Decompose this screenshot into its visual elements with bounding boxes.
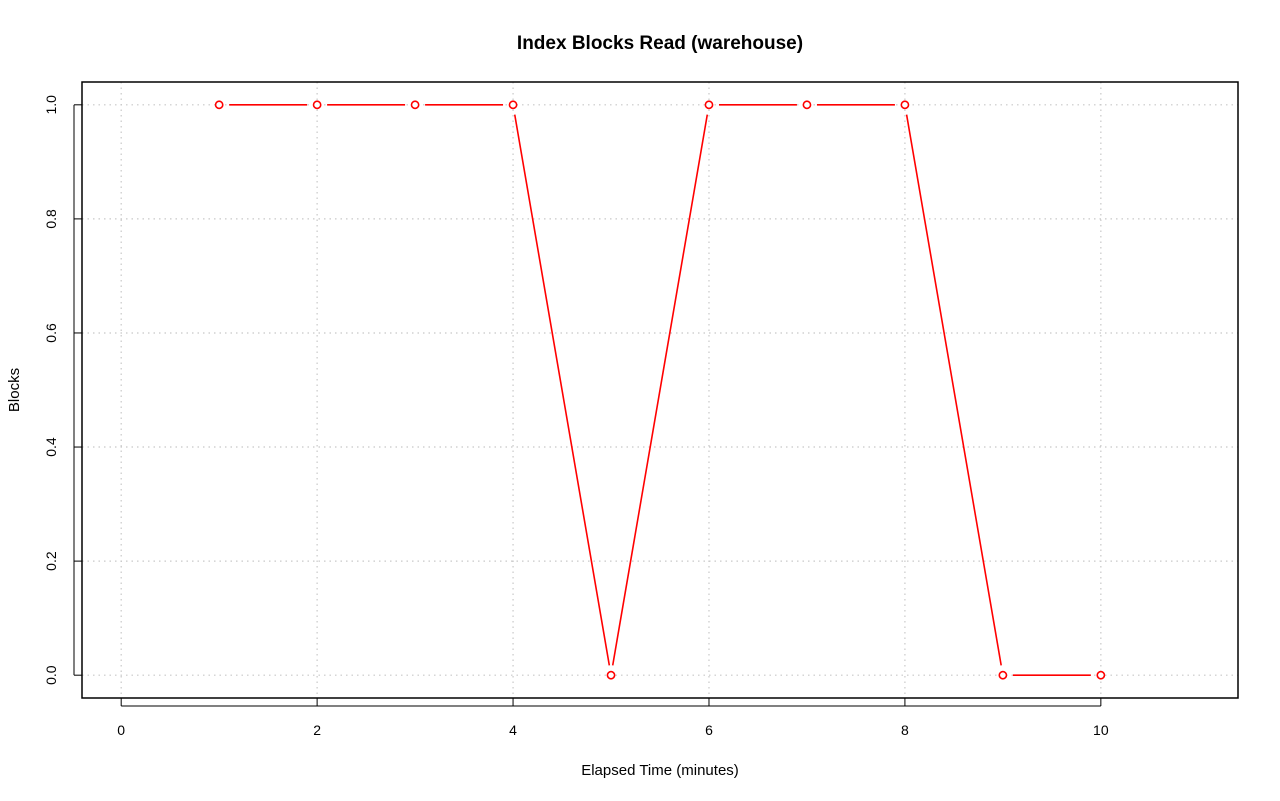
data-point: [410, 100, 420, 110]
series-line-segment: [513, 114, 611, 666]
data-point: [312, 100, 322, 110]
data-point: [900, 100, 910, 110]
y-tick-label: 0.2: [43, 551, 59, 571]
y-tick-label: 0.6: [43, 323, 59, 343]
chart-title: Index Blocks Read (warehouse): [517, 33, 803, 54]
grid: [82, 82, 1238, 698]
x-tick-label: 6: [705, 722, 713, 738]
series-line-segment: [905, 114, 1002, 666]
y-tick-label: 0.0: [43, 665, 59, 685]
y-tick-label: 0.4: [43, 437, 59, 457]
data-point: [704, 100, 714, 110]
series-layer: [214, 100, 1106, 680]
plot-frame: [81, 81, 1239, 699]
x-tick-label: 10: [1093, 722, 1109, 738]
x-tick-label: 2: [313, 722, 321, 738]
data-point: [1096, 670, 1106, 680]
x-tick-label: 8: [901, 722, 909, 738]
data-point: [802, 100, 812, 110]
data-point: [998, 670, 1008, 680]
data-point: [508, 100, 518, 110]
x-tick-label: 4: [509, 722, 517, 738]
series-line-segment: [611, 114, 709, 666]
y-tick-label: 0.8: [43, 209, 59, 229]
data-point: [214, 100, 224, 110]
x-axis-label: Elapsed Time (minutes): [581, 762, 739, 779]
data-point: [606, 670, 616, 680]
y-tick-label: 1.0: [43, 95, 59, 115]
y-axis-label: Blocks: [6, 368, 23, 412]
y-axis: 0.0 0.2 0.4 0.6 0.8 1.0: [43, 95, 82, 685]
x-tick-label: 0: [117, 722, 125, 738]
x-axis: 0 2 4 6 8 10: [117, 698, 1109, 738]
